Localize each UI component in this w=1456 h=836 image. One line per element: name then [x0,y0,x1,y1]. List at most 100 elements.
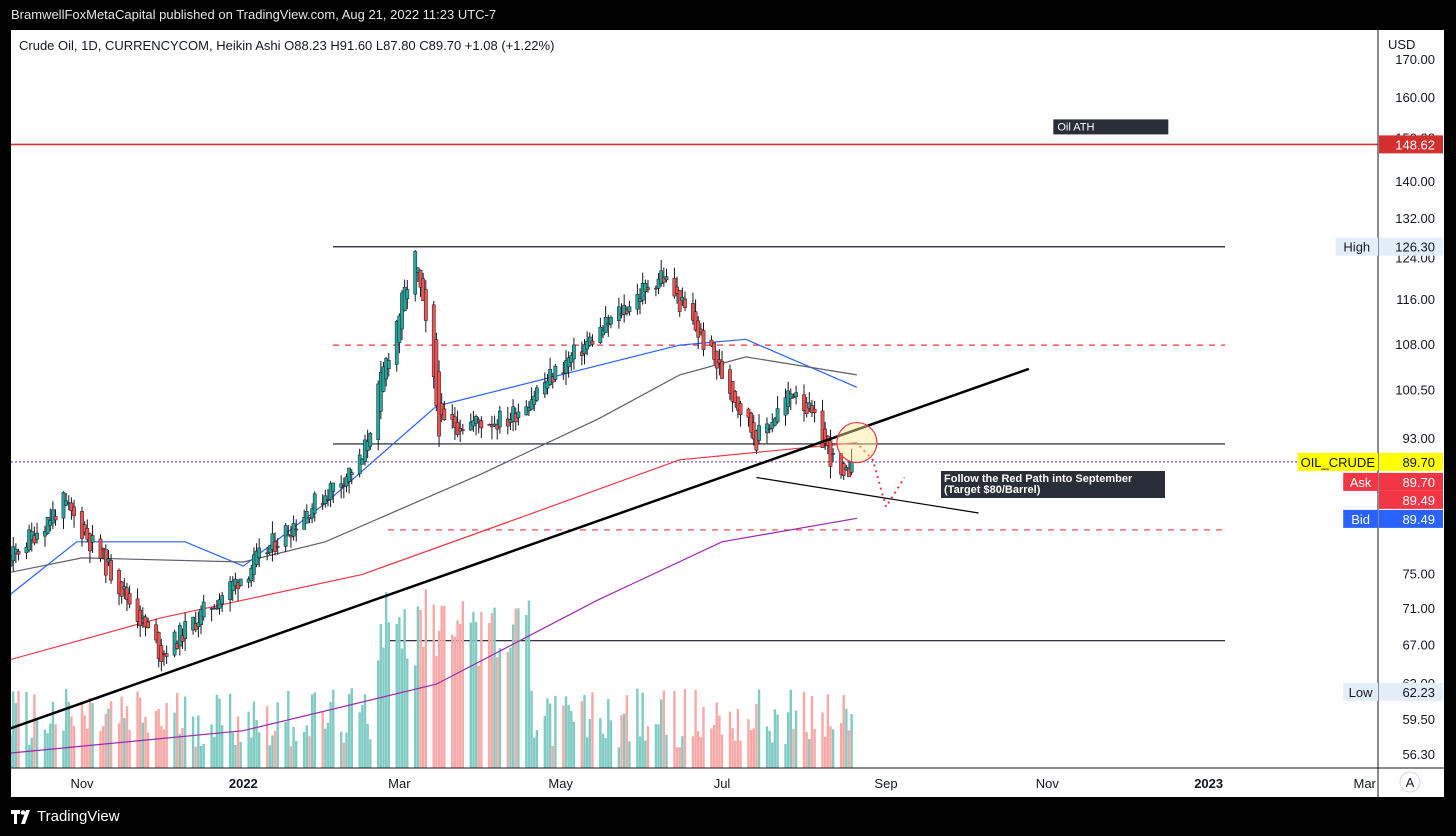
candle-body [794,392,798,398]
price-label-box-2 [1379,452,1443,471]
volume-bar [810,695,814,768]
price-tick-label: 56.30 [1402,747,1435,762]
volume-bar [734,740,737,768]
candle-body [90,535,95,543]
trendline-0 [11,367,1030,730]
volume-bar [697,731,700,768]
volume-bar [710,728,713,768]
symbol-legend: Crude Oil, 1D, CURRENCYCOM, Heikin Ashi … [19,38,555,53]
candle-body [331,482,336,492]
volume-bar [247,711,250,768]
volume-bar [345,732,348,768]
candle-body [775,408,780,423]
volume-bar [831,729,835,768]
candle-body [379,371,383,412]
volume-bar [49,723,52,768]
volume-bar [382,647,385,768]
volume-bar [496,657,499,768]
candle-body [535,387,539,401]
volume-bar [572,721,576,768]
time-tick-label: Nov [70,776,94,791]
volume-bar [625,695,629,768]
volume-bar [564,696,568,768]
candle-body [275,546,280,548]
volume-bar [511,624,515,768]
price-tick-label: 75.00 [1402,566,1435,581]
time-tick-label: Sep [874,776,897,791]
volume-bar [228,693,232,768]
volume-bar [138,697,142,768]
volume-bar [321,711,324,768]
volume-bar [25,691,28,768]
volume-bar [339,731,343,768]
volume-bar [173,712,176,768]
candle-body [220,595,225,605]
volume-bar [839,723,843,768]
time-tick-label: Mar [1354,776,1377,791]
auto-scale-button [1399,771,1421,793]
volume-bar [842,694,845,768]
volume-bar [99,731,102,768]
volume-bar [509,647,512,768]
volume-bar [67,702,70,768]
volume-bar [160,725,163,768]
volume-bar [120,696,123,768]
volume-bar [829,726,832,768]
candle-body [479,420,484,429]
volume-bar [601,733,605,768]
volume-bar [644,740,647,768]
volume-bar [443,605,446,768]
volume-bar [197,715,200,768]
volume-bar [813,728,816,768]
volume-bar [123,717,126,768]
price-tag-box-3 [1343,472,1378,491]
volume-bar [91,702,94,768]
volume-bar [622,713,626,768]
price-chart[interactable]: Oil ATH Follow the Red Path into Septembe… [11,30,1444,797]
time-tick-label: 2023 [1194,776,1223,791]
volume-bar [456,620,459,768]
volume-bar [792,728,795,768]
volume-bar [236,716,240,768]
price-tick-label: 93.00 [1402,431,1435,446]
circle-marker [836,421,878,464]
candles [11,250,854,672]
volume-bar [326,722,330,768]
volume-bar [400,648,404,768]
volume-bar [453,636,457,768]
volume-bar [144,716,147,768]
volume-bar [104,713,108,768]
volume-bar [533,737,536,768]
volume-bar [583,694,586,768]
published-text: BramwellFoxMetaCapital published on Trad… [11,7,497,22]
candle-body [320,503,325,505]
candle-body [627,306,632,312]
volume-bar [585,737,589,768]
candle-body [831,453,835,455]
volume-bar [268,745,271,768]
volume-bar [284,721,287,768]
volume-bar [739,740,742,768]
candle-body [590,340,595,345]
volume-bar [530,690,533,768]
time-tick-label: Jul [714,776,731,791]
chart-frame[interactable]: Oil ATH Follow the Red Path into Septembe… [11,30,1444,797]
volume-bar [276,702,279,768]
candle-body [405,289,410,300]
candle-body [326,499,330,501]
volume-bar [659,699,663,768]
volume-bar [506,652,510,768]
price-label-value-6: 62.23 [1402,685,1435,700]
volume-bar [302,731,306,768]
candle-body [738,403,743,415]
volume-bar [165,703,168,768]
volume-bar [440,605,443,768]
volume-bar [675,747,679,768]
volume-bar [366,723,369,768]
volume-bar [641,692,644,768]
volume-bar [421,646,425,768]
volume-bar [747,719,750,768]
volume-bar [535,730,539,768]
volume-bar [215,694,219,768]
note-line-0: Follow the Red Path into September [944,473,1133,485]
